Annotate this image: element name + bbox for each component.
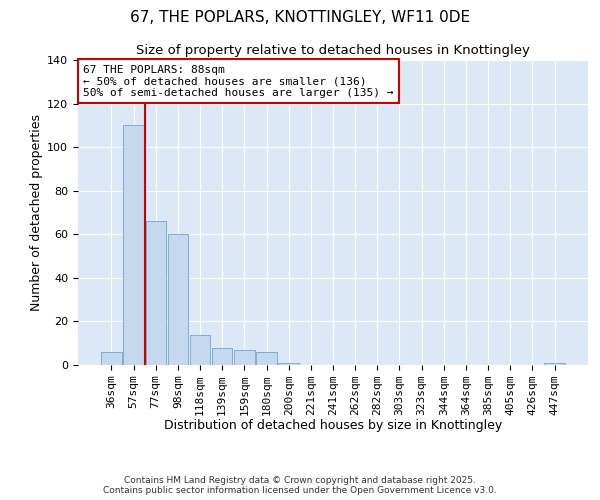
Bar [146, 221, 166, 365]
Bar [544, 363, 565, 365]
Text: 67 THE POPLARS: 88sqm
← 50% of detached houses are smaller (136)
50% of semi-det: 67 THE POPLARS: 88sqm ← 50% of detached … [83, 64, 394, 98]
Bar [278, 363, 299, 365]
Bar [190, 334, 210, 365]
Text: 67, THE POPLARS, KNOTTINGLEY, WF11 0DE: 67, THE POPLARS, KNOTTINGLEY, WF11 0DE [130, 10, 470, 25]
Title: Size of property relative to detached houses in Knottingley: Size of property relative to detached ho… [136, 44, 530, 58]
Bar [256, 352, 277, 365]
Text: Contains HM Land Registry data © Crown copyright and database right 2025.
Contai: Contains HM Land Registry data © Crown c… [103, 476, 497, 495]
X-axis label: Distribution of detached houses by size in Knottingley: Distribution of detached houses by size … [164, 420, 502, 432]
Bar [212, 348, 232, 365]
Bar [234, 350, 254, 365]
Bar [124, 126, 144, 365]
Bar [167, 234, 188, 365]
Y-axis label: Number of detached properties: Number of detached properties [30, 114, 43, 311]
Bar [101, 352, 122, 365]
